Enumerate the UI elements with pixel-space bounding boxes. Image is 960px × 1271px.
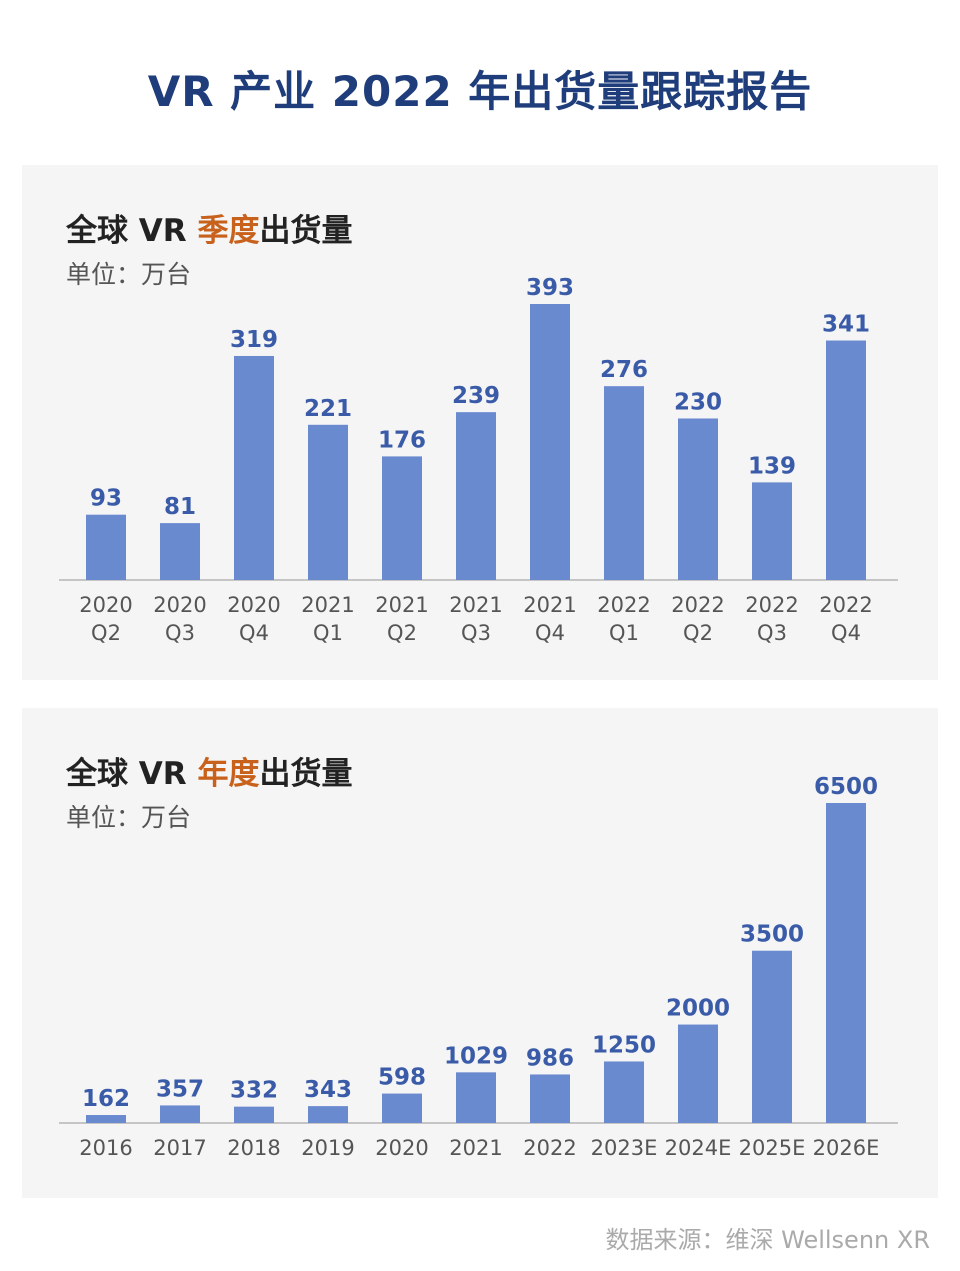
annual-bar (752, 950, 792, 1123)
annual-value-label: 2000 (666, 996, 730, 1022)
annual-tick-label: 2020 (375, 1136, 428, 1160)
quarterly-title-highlight: 季度 (197, 213, 260, 249)
quarterly-bar-chart: 93 2020 Q2 81 2020 Q3 319 2020 Q4 221 2021 Q1 176 202… (59, 275, 898, 645)
quarterly-bar (456, 412, 496, 580)
quarterly-tick-label: 2021 (523, 593, 576, 617)
annual-tick-label: 2021 (449, 1136, 502, 1160)
quarterly-value-label: 221 (304, 396, 352, 422)
annual-tick-label: 2017 (153, 1136, 206, 1160)
annual-value-label: 1250 (592, 1032, 656, 1058)
quarterly-bar (160, 523, 200, 580)
annual-bar (826, 803, 866, 1123)
annual-tick-label: 2024E (665, 1136, 732, 1160)
annual-value-label: 162 (82, 1086, 130, 1112)
source-note: 数据来源：维深 Wellsenn XR (605, 1226, 931, 1254)
quarterly-value-label: 93 (90, 486, 122, 512)
annual-title-prefix: 全球 VR (66, 756, 198, 792)
annual-value-label: 986 (526, 1045, 574, 1071)
annual-tick-label: 2018 (227, 1136, 280, 1160)
annual-bar (160, 1105, 200, 1123)
quarterly-bar (234, 355, 274, 580)
quarterly-bar (86, 514, 126, 580)
quarterly-tick-label: 2022 (819, 593, 872, 617)
quarterly-value-label: 230 (674, 389, 722, 415)
annual-bar (604, 1061, 644, 1123)
annual-value-label: 343 (304, 1077, 352, 1103)
quarterly-bar (382, 456, 422, 580)
annual-bar-chart: 162 2016 357 2017 332 2018 343 2019 598 2020 1029 2… (59, 774, 898, 1160)
annual-bar (86, 1115, 126, 1123)
annual-title-highlight: 年度 (197, 756, 260, 792)
annual-tick-label: 2016 (79, 1136, 132, 1160)
quarterly-value-label: 176 (378, 427, 426, 453)
annual-tick-label: 2022 (523, 1136, 576, 1160)
quarterly-tick-label: Q3 (165, 621, 195, 645)
annual-bar (308, 1106, 348, 1123)
annual-value-label: 3500 (740, 922, 804, 948)
quarterly-tick-label: Q4 (239, 621, 269, 645)
quarterly-tick-label: Q4 (831, 621, 861, 645)
annual-bar (234, 1106, 274, 1123)
quarterly-tick-label: 2022 (745, 593, 798, 617)
quarterly-value-label: 139 (748, 453, 796, 479)
annual-chart-title: 全球 VR 年度出货量 (66, 748, 352, 793)
quarterly-tick-label: Q3 (461, 621, 491, 645)
quarterly-tick-label: Q3 (757, 621, 787, 645)
quarterly-tick-label: 2021 (301, 593, 354, 617)
quarterly-value-label: 341 (822, 312, 870, 338)
quarterly-value-label: 81 (164, 494, 196, 520)
quarterly-tick-label: Q2 (683, 621, 713, 645)
annual-tick-label: 2026E (813, 1136, 880, 1160)
quarterly-tick-label: Q4 (535, 621, 565, 645)
quarterly-tick-label: 2020 (79, 593, 132, 617)
annual-unit-label: 单位：万台 (66, 803, 192, 832)
quarterly-tick-label: 2020 (153, 593, 206, 617)
annual-value-label: 6500 (814, 774, 878, 800)
quarterly-tick-label: 2022 (671, 593, 724, 617)
annual-chart-panel: 全球 VR 年度出货量 单位：万台 162 2016 357 2017 332 2018 3… (22, 708, 938, 1198)
quarterly-tick-label: Q2 (91, 621, 121, 645)
quarterly-bar (604, 386, 644, 580)
annual-bar (530, 1074, 570, 1123)
quarterly-tick-label: 2022 (597, 593, 650, 617)
annual-tick-label: 2025E (739, 1136, 806, 1160)
quarterly-tick-label: 2020 (227, 593, 280, 617)
quarterly-bar (752, 482, 792, 580)
quarterly-chart-panel: 全球 VR 季度出货量 单位：万台 93 2020 Q2 81 2020 Q3 319 202… (22, 165, 938, 680)
annual-value-label: 357 (156, 1076, 204, 1102)
annual-bar (382, 1093, 422, 1123)
quarterly-title-suffix: 出货量 (259, 213, 353, 249)
quarterly-value-label: 239 (452, 383, 500, 409)
annual-value-label: 598 (378, 1065, 426, 1091)
quarterly-value-label: 393 (526, 275, 574, 301)
page-title: VR 产业 2022 年出货量跟踪报告 (147, 67, 813, 116)
quarterly-tick-label: Q1 (313, 621, 343, 645)
annual-bar (456, 1072, 496, 1123)
quarterly-unit-label: 单位：万台 (66, 260, 192, 289)
quarterly-title-prefix: 全球 VR (66, 213, 198, 249)
quarterly-tick-label: Q1 (609, 621, 639, 645)
annual-tick-label: 2019 (301, 1136, 354, 1160)
annual-value-label: 1029 (444, 1043, 508, 1069)
quarterly-bar (530, 304, 570, 580)
quarterly-tick-label: 2021 (375, 593, 428, 617)
quarterly-bar (308, 424, 348, 580)
quarterly-bar (678, 418, 718, 580)
quarterly-value-label: 319 (230, 327, 278, 353)
quarterly-value-label: 276 (600, 357, 648, 383)
quarterly-bar (826, 340, 866, 580)
quarterly-chart-title: 全球 VR 季度出货量 (66, 205, 352, 250)
annual-value-label: 332 (230, 1078, 278, 1104)
quarterly-tick-label: Q2 (387, 621, 417, 645)
quarterly-tick-label: 2021 (449, 593, 502, 617)
annual-bar (678, 1024, 718, 1123)
annual-title-suffix: 出货量 (259, 756, 353, 792)
annual-tick-label: 2023E (591, 1136, 658, 1160)
